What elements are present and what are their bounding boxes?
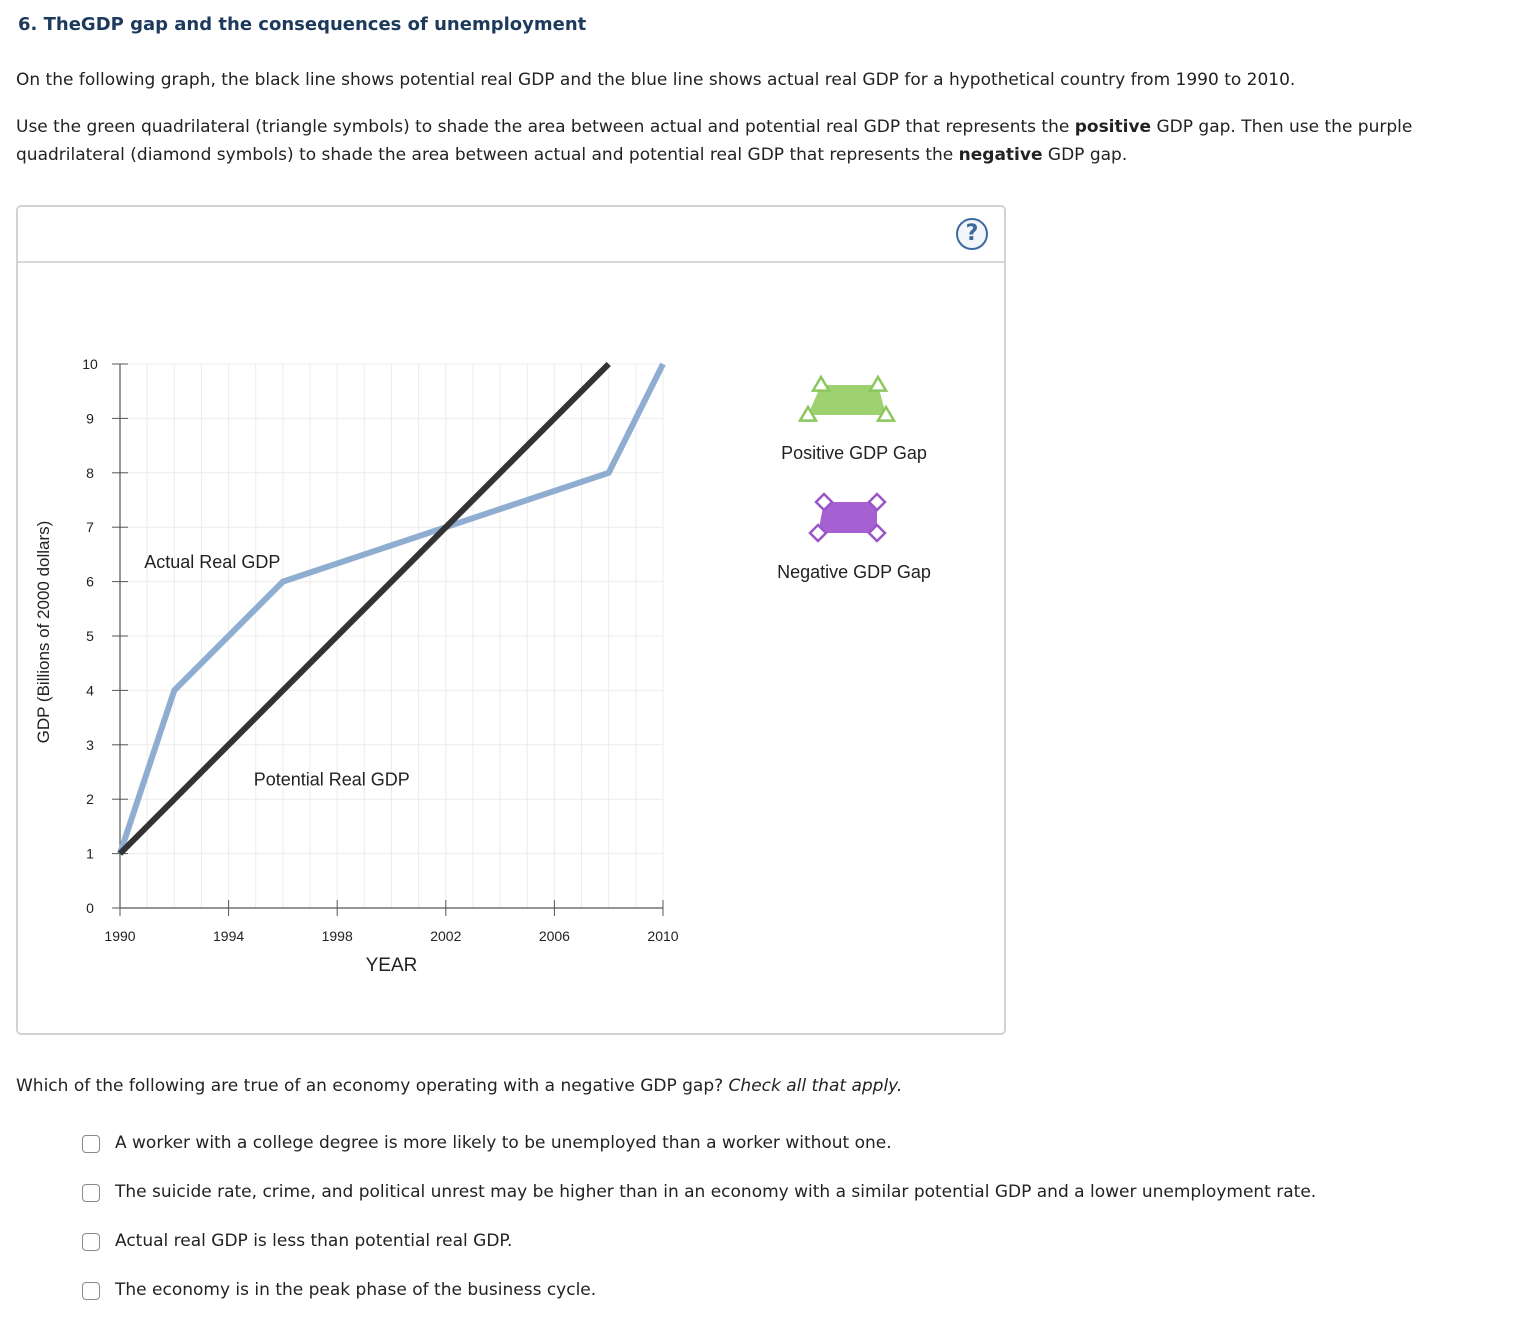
y-tick-label: 0 <box>86 900 94 916</box>
answer-option[interactable]: A worker with a college degree is more l… <box>82 1128 1316 1177</box>
checkbox-option-2[interactable] <box>82 1184 100 1202</box>
y-tick-label: 2 <box>86 791 94 807</box>
negative-gap-label: Negative GDP Gap <box>777 562 931 582</box>
option-label: Actual real GDP is less than potential r… <box>115 1231 513 1251</box>
answer-option[interactable]: The suicide rate, crime, and political u… <box>82 1177 1316 1226</box>
x-tick-label: 2010 <box>647 928 678 944</box>
checkbox-option-4[interactable] <box>82 1282 100 1300</box>
followup-prompt-text: Which of the following are true of an ec… <box>16 1076 724 1096</box>
followup-prompt: Which of the following are true of an ec… <box>16 1072 902 1100</box>
y-tick-label: 7 <box>86 519 94 535</box>
option-label: The suicide rate, crime, and political u… <box>115 1182 1317 1202</box>
triangle-handle-icon <box>867 374 889 392</box>
instruction-part-1: Use the green quadrilateral (triangle sy… <box>16 117 1075 137</box>
answer-options: A worker with a college degree is more l… <box>82 1128 1316 1324</box>
intro-text: On the following graph, the black line s… <box>16 70 1296 90</box>
help-icon[interactable]: ? <box>956 218 988 250</box>
grid-lines <box>119 363 664 909</box>
instruction-part-3: GDP gap. Then use the purple quadrilater… <box>16 117 1413 165</box>
triangle-handle-icon <box>797 404 819 422</box>
instruction-negative: negative <box>958 145 1043 165</box>
actual-gdp-label: Actual Real GDP <box>144 552 280 572</box>
y-tick-label: 5 <box>86 628 94 644</box>
x-tick-label: 2006 <box>539 928 570 944</box>
y-tick-label: 10 <box>82 356 98 372</box>
x-tick-label: 1990 <box>104 928 135 944</box>
x-tick-label: 2002 <box>430 928 461 944</box>
instruction-positive: positive <box>1074 117 1152 137</box>
diamond-handle-icon <box>808 523 828 543</box>
instruction-part-5: GDP gap. <box>1042 145 1128 165</box>
x-tick-label: 1994 <box>213 928 244 944</box>
triangle-handle-icon <box>875 404 897 422</box>
y-tick-label: 8 <box>86 465 94 481</box>
y-axis-title: GDP (Billions of 2000 dollars) <box>34 521 53 744</box>
followup-hint: Check all that apply. <box>728 1076 903 1096</box>
y-tick-label: 1 <box>86 846 94 862</box>
potential-gdp-line <box>117 361 611 856</box>
y-tick-label: 3 <box>86 737 94 753</box>
positive-gap-quad <box>808 385 886 415</box>
drawing-tools: Positive GDP Gap Negative GDP Gap <box>777 374 931 582</box>
question-title: 6. TheGDP gap and the consequences of un… <box>18 14 587 35</box>
x-axis-title: YEAR <box>366 955 418 976</box>
diamond-handle-icon <box>867 492 887 512</box>
axis-labels: 0 1 2 3 4 5 6 7 8 9 10 1990 1994 1998 2002 2006 2010 YEAR… <box>34 356 679 976</box>
option-label: A worker with a college degree is more l… <box>115 1133 892 1153</box>
x-tick-label: 1998 <box>322 928 353 944</box>
triangle-handle-icon <box>810 374 832 392</box>
checkbox-option-3[interactable] <box>82 1233 100 1251</box>
actual-gdp-line <box>117 362 666 855</box>
graph-header: ? <box>18 207 1004 263</box>
y-tick-label: 4 <box>86 682 94 698</box>
answer-option[interactable]: The economy is in the peak phase of the … <box>82 1275 1316 1324</box>
graph-panel: ? 0 1 2 3 4 5 6 7 8 9 10 1990 1994 1998 2002 2006 2010 YE… <box>16 205 1006 1035</box>
answer-option[interactable]: Actual real GDP is less than potential r… <box>82 1226 1316 1275</box>
negative-gap-quad <box>818 502 877 533</box>
gdp-chart: 0 1 2 3 4 5 6 7 8 9 10 1990 1994 1998 2002 2006 2010 YEAR… <box>34 356 931 976</box>
y-tick-label: 9 <box>86 410 94 426</box>
diamond-handle-icon <box>867 523 887 543</box>
y-tick-label: 6 <box>86 574 94 590</box>
series-lines <box>117 361 666 856</box>
potential-gdp-label: Potential Real GDP <box>254 770 410 790</box>
option-label: The economy is in the peak phase of the … <box>115 1280 597 1300</box>
diamond-handle-icon <box>814 492 834 512</box>
positive-gap-label: Positive GDP Gap <box>781 443 927 463</box>
checkbox-option-1[interactable] <box>82 1135 100 1153</box>
tick-marks <box>112 363 664 916</box>
instruction-text: Use the green quadrilateral (triangle sy… <box>16 113 1512 169</box>
